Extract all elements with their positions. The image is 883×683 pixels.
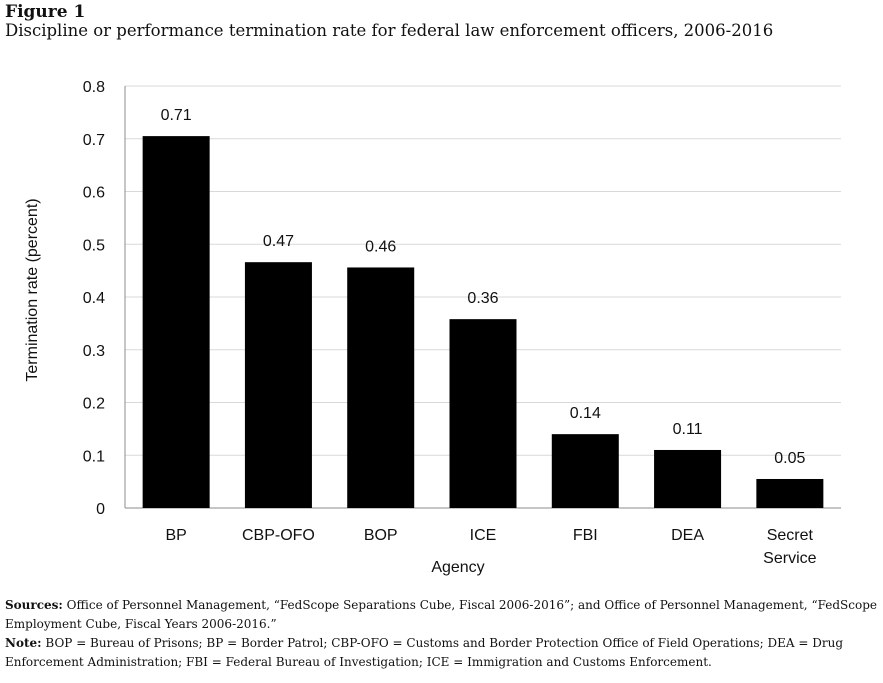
x-tick-label: ICE xyxy=(470,527,497,544)
bar-chart: 0 0.1 0.2 0.3 0.4 0.5 0.6 0.7 0.8 0.71 BP 0.47 CBP-O… xyxy=(24,79,841,576)
x-tick-label: FBI xyxy=(573,527,598,544)
bar xyxy=(142,136,210,509)
figure-label: Figure 1 xyxy=(5,2,86,22)
y-tick-label: 0.7 xyxy=(83,132,105,149)
abbreviation-note: Note: BOP = Bureau of Prisons; BP = Bord… xyxy=(5,634,877,672)
sources-label: Sources: xyxy=(5,598,63,612)
data-label: 0.36 xyxy=(467,290,498,307)
y-tick-label: 0.3 xyxy=(83,343,105,360)
data-label: 0.47 xyxy=(263,233,294,250)
data-label: 0.05 xyxy=(774,450,805,467)
y-tick-label: 0.8 xyxy=(83,79,105,96)
bar xyxy=(449,319,517,508)
note-label: Note: xyxy=(5,636,42,650)
x-axis-title: Agency xyxy=(431,559,484,576)
y-tick-label: 0.6 xyxy=(83,185,105,202)
data-label: 0.11 xyxy=(673,421,703,438)
x-tick-label: Secret Service xyxy=(763,527,816,567)
y-axis-title: Termination rate (percent) xyxy=(24,198,41,381)
y-tick-label: 0 xyxy=(96,501,105,518)
data-label: 0.46 xyxy=(365,238,396,255)
note-text: BOP = Bureau of Prisons; BP = Border Pat… xyxy=(5,636,844,669)
figure-title: Discipline or performance termination ra… xyxy=(5,21,774,40)
data-label: 0.71 xyxy=(161,107,192,124)
data-label: 0.14 xyxy=(570,405,601,422)
x-tick-label: BOP xyxy=(364,527,398,544)
x-tick-label: BP xyxy=(165,527,186,544)
bar xyxy=(244,262,312,508)
y-tick-label: 0.4 xyxy=(83,290,105,307)
bar xyxy=(654,449,722,508)
bar xyxy=(347,267,415,508)
x-tick-label: DEA xyxy=(671,527,704,544)
y-tick-label: 0.5 xyxy=(83,237,105,254)
figure-notes: Sources: Office of Personnel Management,… xyxy=(5,596,877,672)
bar xyxy=(551,434,619,508)
x-tick-label: CBP-OFO xyxy=(242,527,315,544)
y-tick-label: 0.1 xyxy=(83,448,105,465)
sources-note: Sources: Office of Personnel Management,… xyxy=(5,596,877,634)
y-tick-label: 0.2 xyxy=(83,396,105,413)
sources-text: Office of Personnel Management, “FedScop… xyxy=(5,598,877,631)
bar xyxy=(756,478,824,508)
